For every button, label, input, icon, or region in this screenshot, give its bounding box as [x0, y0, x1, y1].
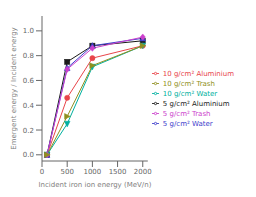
html-text:10 g/cm² Trash: 10 g/cm² Trash [162, 79, 215, 88]
svg-text:1.0: 1.0 [23, 27, 34, 35]
svg-text:0: 0 [40, 168, 44, 176]
svg-text:500: 500 [61, 168, 74, 176]
svg-text:0.2: 0.2 [23, 127, 34, 135]
svg-text:Incident iron ion energy (MeV/: Incident iron ion energy (MeV/n) [38, 181, 151, 189]
svg-text:0.4: 0.4 [23, 102, 35, 110]
svg-text:1500: 1500 [109, 168, 127, 176]
svg-text:0.0: 0.0 [23, 151, 34, 159]
html-text:10 g/cm² Aluminium: 10 g/cm² Aluminium [162, 69, 234, 78]
html-text:5 g/cm² Water: 5 g/cm² Water [162, 119, 213, 128]
svg-text:2000: 2000 [134, 168, 152, 176]
html-text:5 g/cm² Aluminium: 5 g/cm² Aluminium [162, 99, 230, 108]
svg-text:0.6: 0.6 [23, 77, 35, 85]
html-text:10 g/cm² Water: 10 g/cm² Water [162, 89, 218, 98]
svg-text:Emergent energy / Incident ene: Emergent energy / Incident energy [10, 27, 18, 150]
svg-text:1000: 1000 [83, 168, 101, 176]
svg-text:0.8: 0.8 [23, 52, 34, 60]
html-text:5 g/cm² Trash: 5 g/cm² Trash [162, 109, 211, 118]
